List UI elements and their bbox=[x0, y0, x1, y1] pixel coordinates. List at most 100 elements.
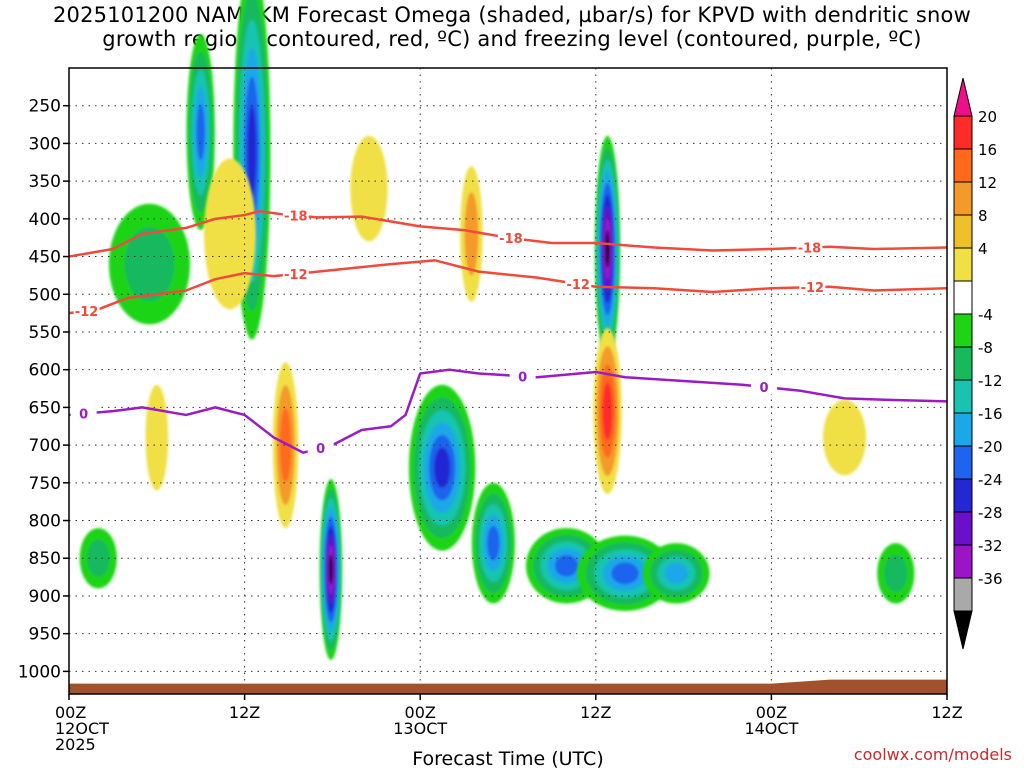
omega-feature-9 bbox=[593, 328, 622, 495]
x-tick-label-24-0: 00Z bbox=[405, 703, 436, 722]
omega-feature-14 bbox=[823, 399, 867, 476]
colorbar-label-12: -32 bbox=[978, 537, 1003, 555]
contour-minus12-label-3: -12 bbox=[801, 281, 825, 296]
y-tick-label-500: 500 bbox=[29, 285, 61, 305]
omega-level--10 bbox=[124, 226, 175, 302]
omega-shading bbox=[79, 0, 915, 661]
y-tick-label-600: 600 bbox=[29, 361, 61, 381]
plot-frame bbox=[68, 67, 948, 695]
colorbar-label-2: 12 bbox=[978, 174, 997, 192]
colorbar-swatch-9 bbox=[953, 379, 973, 414]
chart-title-line-1: 2025101200 NAM3KM Forecast Omega (shaded… bbox=[53, 3, 971, 27]
y-tick-label-250: 250 bbox=[29, 97, 61, 117]
y-tick-label-350: 350 bbox=[29, 172, 61, 192]
x-tick-label-36-0: 12Z bbox=[580, 703, 611, 722]
contour-freezing-level-label-bg-0 bbox=[70, 405, 97, 421]
contour-minus12-label-bg-3 bbox=[799, 279, 826, 295]
colorbar-label-5: -4 bbox=[978, 306, 993, 324]
colorbar-label-7: -12 bbox=[978, 372, 1003, 390]
x-tick-label-0-2: 2025 bbox=[55, 735, 96, 754]
colorbar-label-11: -28 bbox=[978, 504, 1003, 522]
omega-feature-4 bbox=[471, 482, 515, 604]
omega-level-9 bbox=[464, 192, 479, 276]
omega-feature-18 bbox=[877, 543, 915, 604]
colorbar-label-1: 16 bbox=[978, 141, 997, 159]
omega-level-13 bbox=[279, 408, 292, 482]
terrain-polygon bbox=[69, 679, 947, 694]
x-tick-label-48-0: 00Z bbox=[756, 703, 787, 722]
omega-level-5 bbox=[823, 399, 867, 476]
colorbar-label-6: -8 bbox=[978, 339, 993, 357]
credit-text: coolwx.com/models bbox=[853, 745, 1012, 764]
colorbar-swatch-1 bbox=[953, 115, 973, 150]
omega-level--22 bbox=[196, 104, 205, 161]
contour-freezing-level-label-0: 0 bbox=[79, 408, 88, 423]
x-axis-title: Forecast Time (UTC) bbox=[412, 748, 603, 768]
colorbar-label-8: -16 bbox=[978, 405, 1003, 423]
contour-freezing-level-label-1: 0 bbox=[316, 442, 325, 457]
colorbar-label-0: 20 bbox=[978, 108, 997, 126]
contour-minus12-label-bg-1 bbox=[282, 265, 309, 281]
colorbar-swatch-11 bbox=[953, 445, 973, 480]
omega-level--18 bbox=[664, 562, 688, 584]
contour-freezing-level-label-bg-3 bbox=[751, 379, 778, 395]
y-tick-label-900: 900 bbox=[29, 587, 61, 607]
omega-level--38 bbox=[329, 554, 333, 585]
colorbar-top-arrow bbox=[953, 77, 973, 117]
colorbar-swatch-3 bbox=[953, 181, 973, 216]
y-tick-label-550: 550 bbox=[29, 323, 61, 343]
omega-level--22 bbox=[554, 555, 579, 577]
omega-level--10 bbox=[884, 554, 908, 592]
contour-minus12-label-2: -12 bbox=[566, 278, 590, 293]
colorbar-swatch-12 bbox=[953, 478, 973, 513]
omega-feature-10 bbox=[272, 362, 299, 529]
x-tick-label-12-0: 12Z bbox=[229, 703, 260, 722]
omega-level-5 bbox=[145, 384, 169, 491]
omega-feature-17 bbox=[108, 203, 191, 325]
x-tick-label-0-1: 12OCT bbox=[55, 719, 109, 738]
colorbar-swatch-2 bbox=[953, 148, 973, 183]
colorbar-label-9: -20 bbox=[978, 438, 1003, 456]
omega-feature-15 bbox=[350, 135, 388, 242]
y-tick-label-400: 400 bbox=[29, 210, 61, 230]
colorbar-swatch-6 bbox=[953, 280, 973, 315]
omega-level--10 bbox=[86, 539, 110, 577]
omega-feature-12 bbox=[204, 158, 256, 310]
terrain-strip bbox=[69, 679, 947, 694]
contour-freezing-level-label-3: 0 bbox=[760, 381, 769, 396]
contour-minus12 bbox=[68, 259, 948, 315]
contour-minus12-label-1: -12 bbox=[284, 268, 308, 283]
omega-feature-7 bbox=[643, 543, 710, 604]
omega-level--22 bbox=[487, 525, 500, 561]
omega-level-5 bbox=[350, 135, 388, 242]
contour-minus12-label-0: -12 bbox=[75, 305, 99, 320]
x-tick-label-24-1: 13OCT bbox=[393, 719, 447, 738]
contour-minus18-label-bg-1 bbox=[497, 230, 524, 246]
y-tick-label-800: 800 bbox=[29, 512, 61, 532]
colorbar-swatch-14 bbox=[953, 544, 973, 579]
colorbar-swatch-4 bbox=[953, 214, 973, 249]
colorbar-label-4: 4 bbox=[978, 240, 988, 258]
omega-level--38 bbox=[605, 230, 610, 268]
x-tick-label-60-0: 12Z bbox=[931, 703, 962, 722]
contour-minus18-label-2: -18 bbox=[798, 242, 822, 257]
y-tick-label-450: 450 bbox=[29, 248, 61, 268]
contour-minus12-label-bg-2 bbox=[565, 276, 592, 292]
x-tick-label-0-0: 00Z bbox=[55, 703, 86, 722]
contour-freezing-level-label-2: 0 bbox=[518, 370, 527, 385]
colorbar-swatch-13 bbox=[953, 511, 973, 546]
colorbar-swatch-7 bbox=[953, 313, 973, 348]
colorbar-swatch-10 bbox=[953, 412, 973, 447]
omega-level--26 bbox=[434, 447, 451, 488]
contour-minus18-label-bg-0 bbox=[282, 207, 309, 223]
y-tick-label-700: 700 bbox=[29, 436, 61, 456]
contour-minus18-label-1: -18 bbox=[499, 232, 523, 247]
y-tick-label-750: 750 bbox=[29, 474, 61, 494]
colorbar-swatch-15 bbox=[953, 577, 973, 612]
omega-level--26 bbox=[247, 105, 257, 197]
contour-minus18-label-0: -18 bbox=[284, 210, 308, 225]
colorbar-swatch-5 bbox=[953, 247, 973, 282]
colorbar: 20 16 12 8 4 -4 -8 -12 -16 -20 -24 -28 -32 -36 bbox=[953, 77, 1003, 650]
